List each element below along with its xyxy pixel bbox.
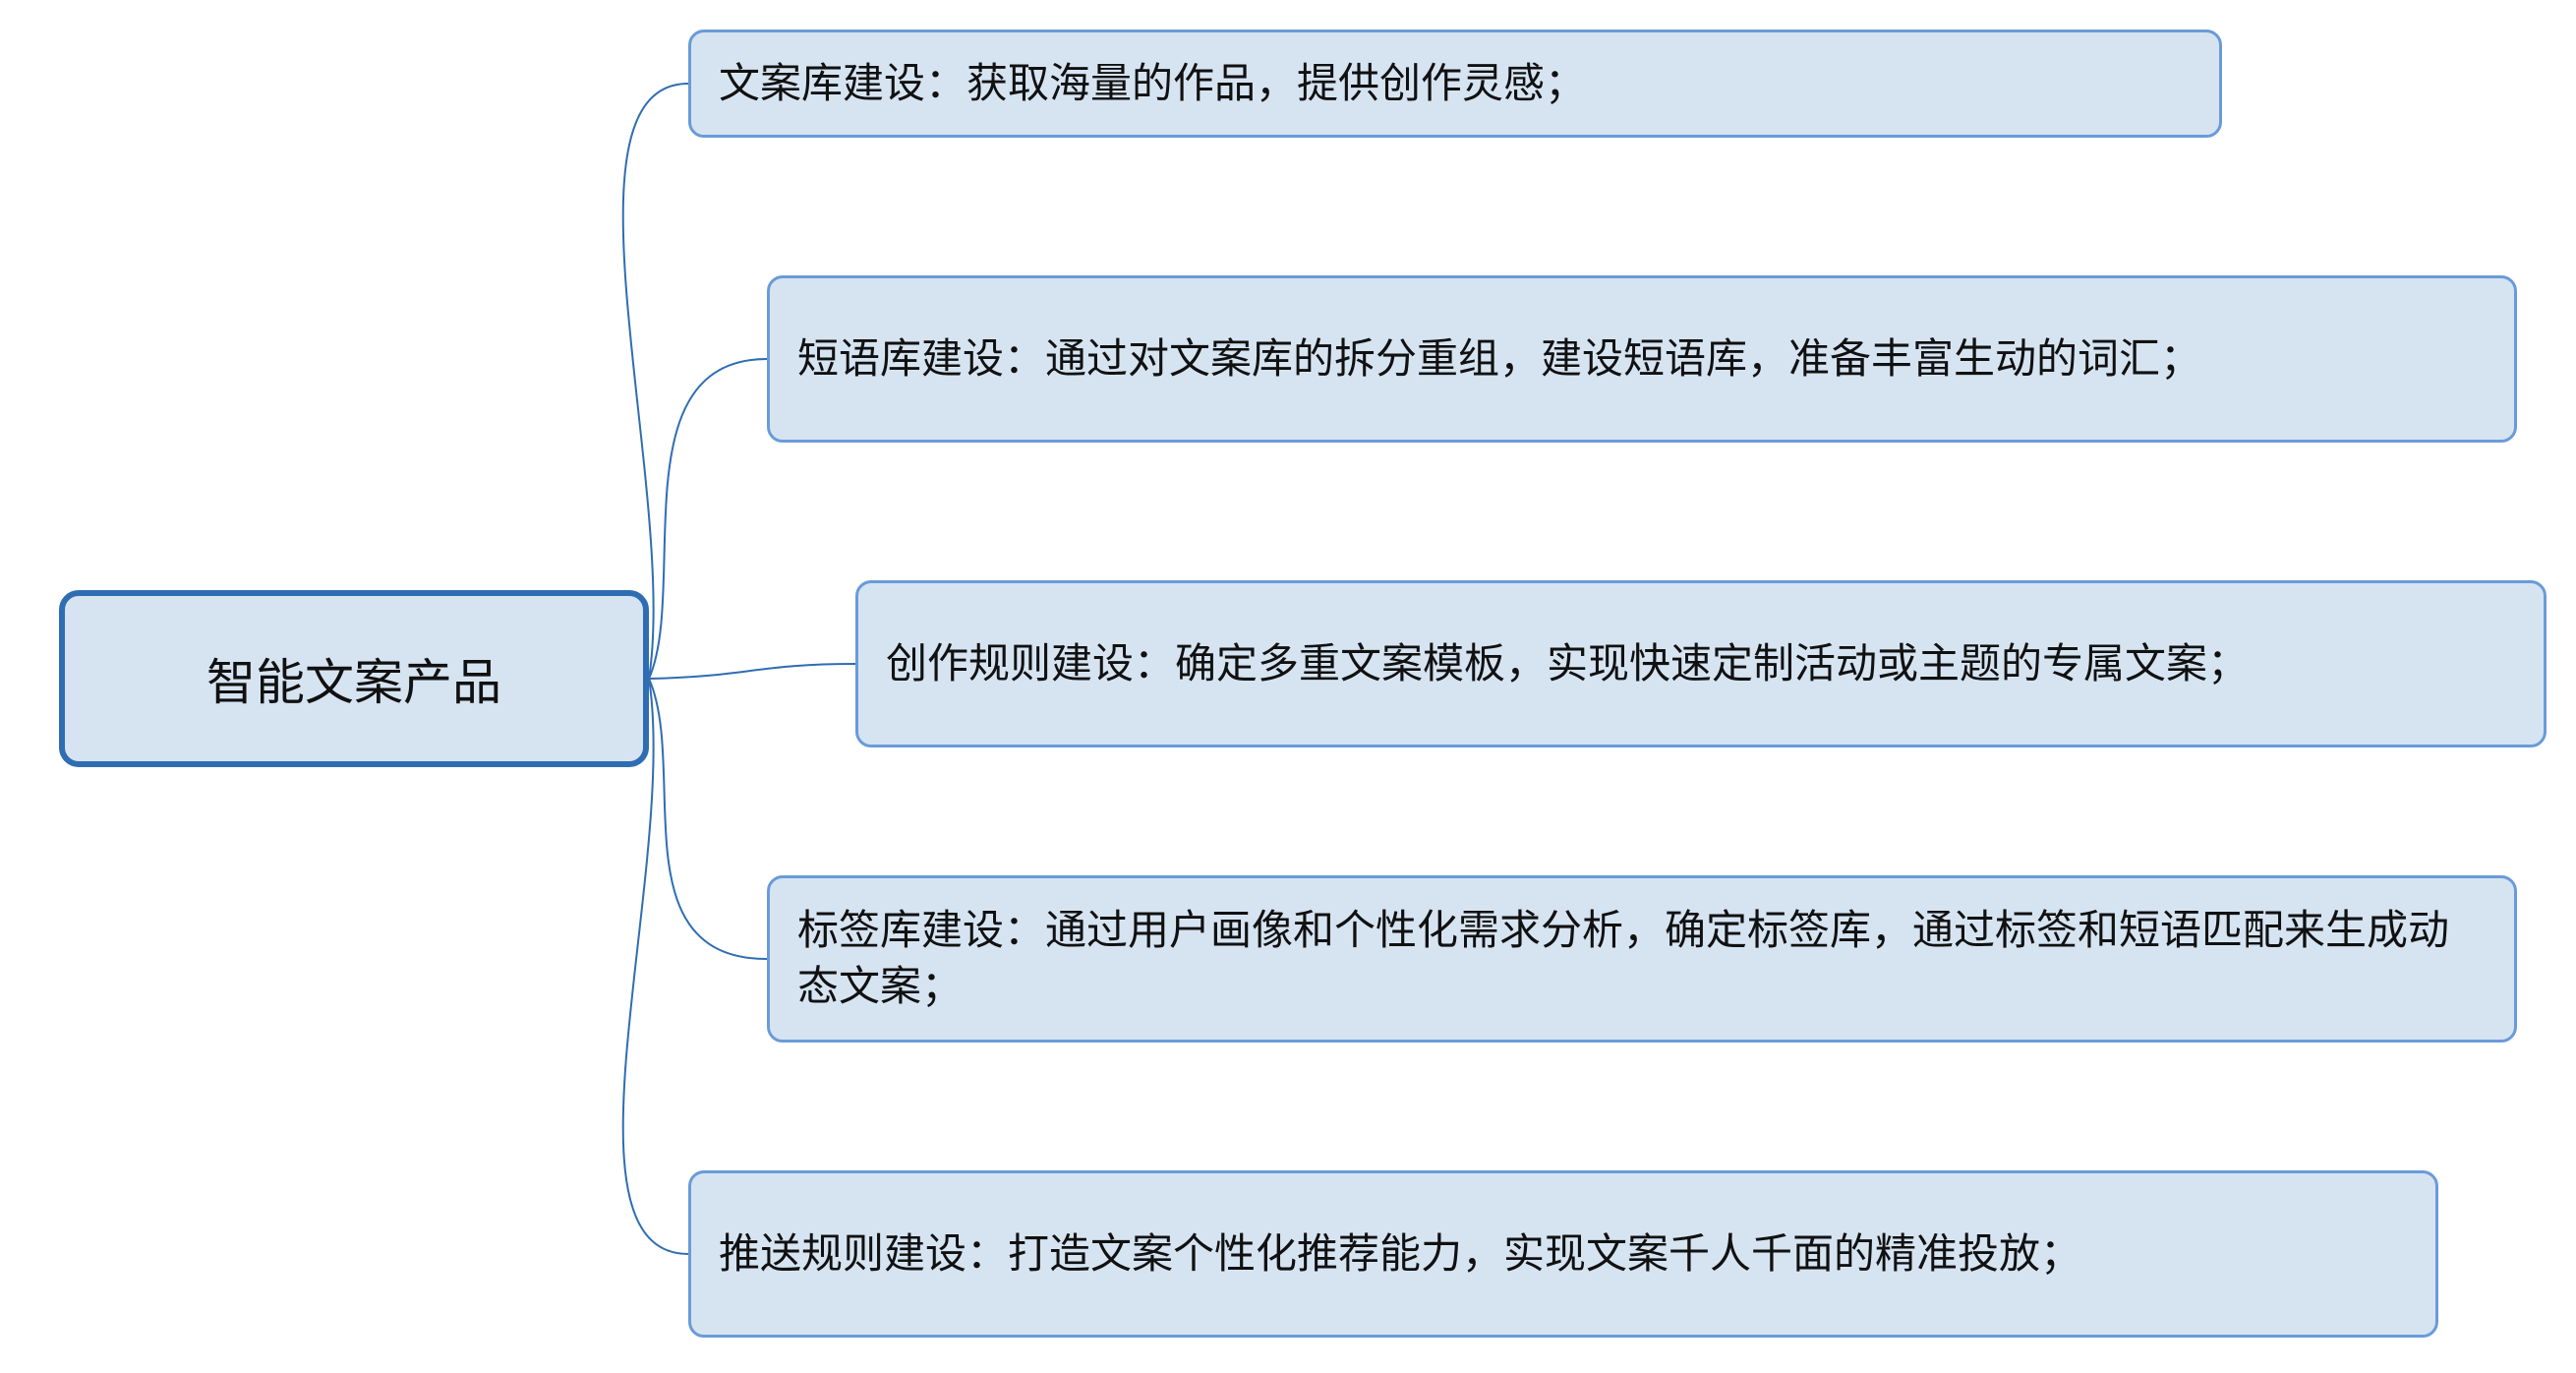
root-label: 智能文案产品 [206, 643, 501, 714]
edge-2 [649, 664, 855, 679]
diagram-canvas: 智能文案产品 文案库建设：获取海量的作品，提供创作灵感； 短语库建设：通过对文案库… [0, 0, 2576, 1373]
child-label-0: 文案库建设：获取海量的作品，提供创作灵感； [719, 56, 1586, 112]
child-node-1: 短语库建设：通过对文案库的拆分重组，建设短语库，准备丰富生动的词汇； [767, 275, 2517, 443]
edge-0 [623, 84, 688, 679]
child-node-3: 标签库建设：通过用户画像和个性化需求分析，确定标签库，通过标签和短语匹配来生成动… [767, 875, 2517, 1043]
child-label-2: 创作规则建设：确定多重文案模板，实现快速定制活动或主题的专属文案； [886, 636, 2249, 692]
edge-1 [649, 359, 767, 679]
root-node: 智能文案产品 [59, 590, 649, 767]
child-label-3: 标签库建设：通过用户画像和个性化需求分析，确定标签库，通过标签和短语匹配来生成动… [797, 903, 2487, 1014]
child-node-2: 创作规则建设：确定多重文案模板，实现快速定制活动或主题的专属文案； [855, 580, 2547, 747]
edge-3 [649, 679, 767, 959]
child-label-1: 短语库建设：通过对文案库的拆分重组，建设短语库，准备丰富生动的词汇； [797, 331, 2201, 388]
child-label-4: 推送规则建设：打造文案个性化推荐能力，实现文案千人千面的精准投放； [719, 1226, 2081, 1283]
child-node-4: 推送规则建设：打造文案个性化推荐能力，实现文案千人千面的精准投放； [688, 1170, 2438, 1338]
child-node-0: 文案库建设：获取海量的作品，提供创作灵感； [688, 30, 2222, 138]
